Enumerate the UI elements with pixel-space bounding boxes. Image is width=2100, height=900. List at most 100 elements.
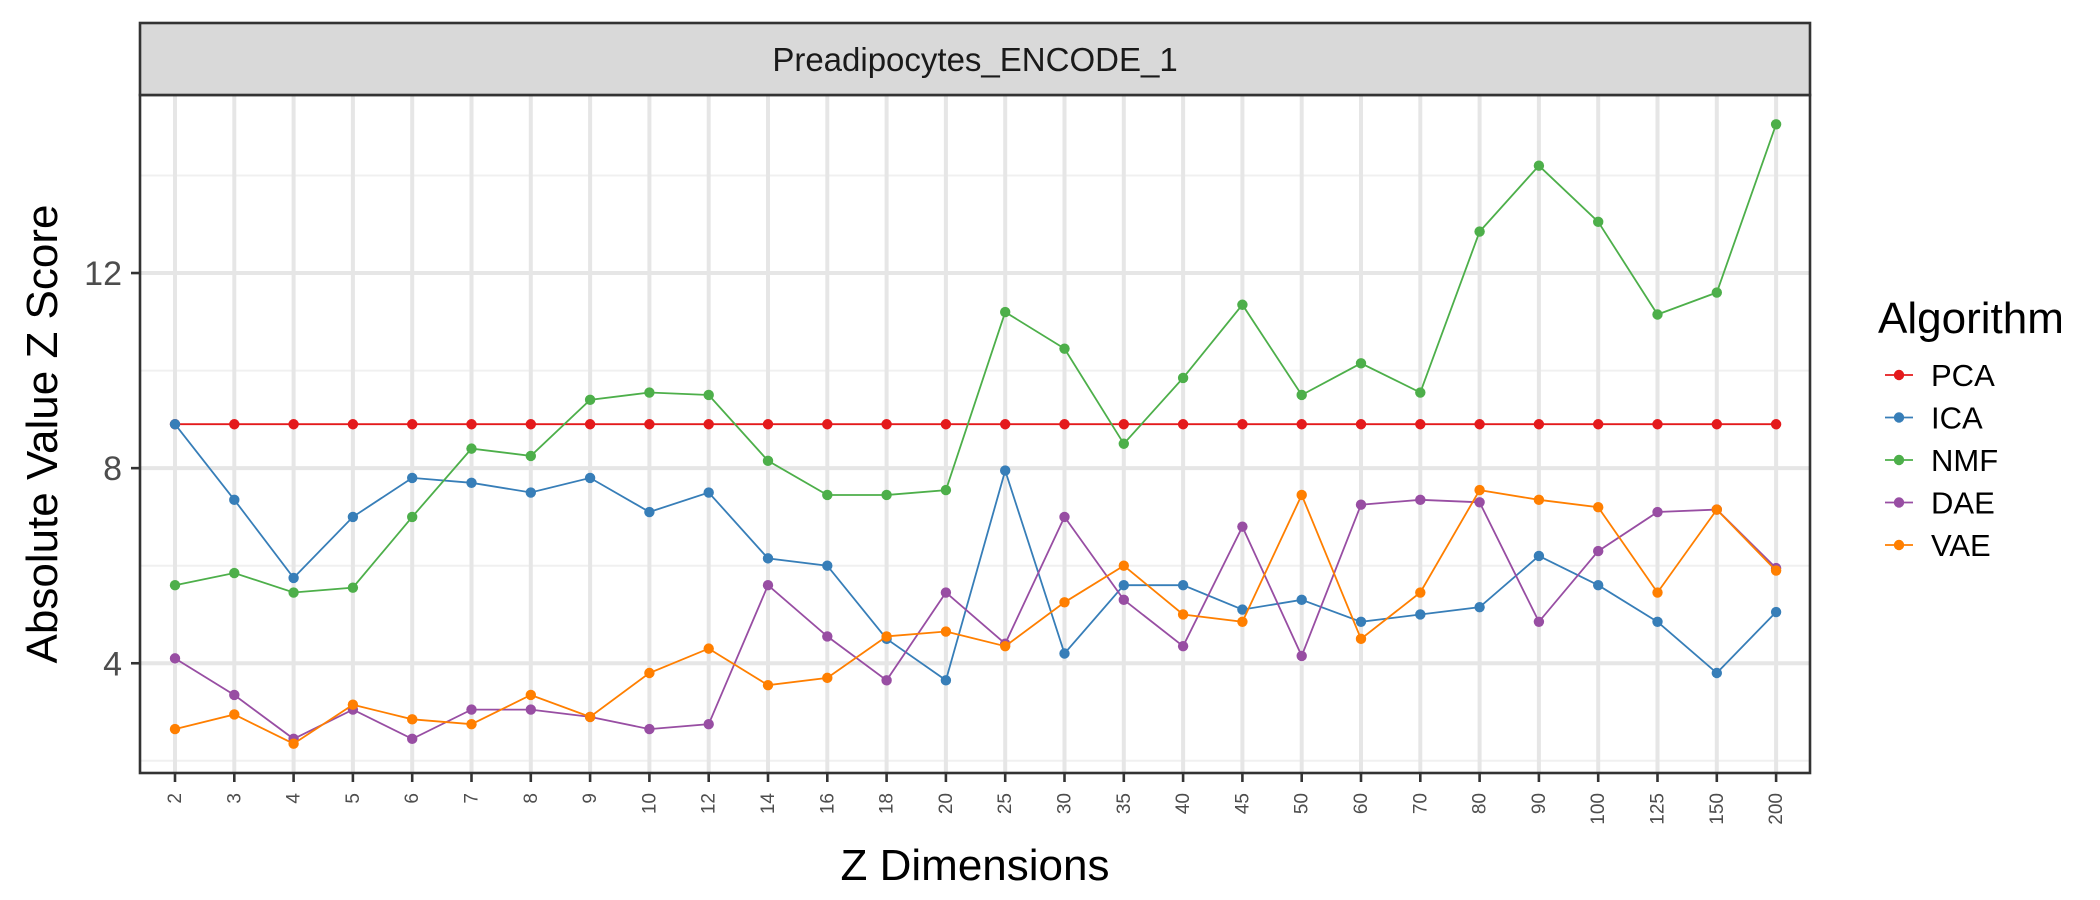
data-point <box>347 419 359 430</box>
series-ica <box>169 419 1782 686</box>
x-tick-label: 16 <box>817 793 838 814</box>
x-tick-label: 18 <box>877 793 898 814</box>
data-point <box>1237 616 1248 627</box>
data-point <box>762 553 774 564</box>
data-point <box>1711 504 1723 515</box>
data-point <box>1118 438 1130 449</box>
data-point <box>288 572 299 584</box>
data-point <box>1177 640 1189 652</box>
data-point <box>169 723 181 735</box>
data-point <box>1237 299 1248 310</box>
data-point <box>822 489 833 501</box>
series-nmf <box>169 119 1782 598</box>
data-point <box>822 672 833 684</box>
data-point <box>881 489 892 501</box>
data-point <box>644 419 655 430</box>
legend-item-dae: DAE <box>1885 486 1995 521</box>
data-point <box>1652 309 1663 320</box>
facet-title: Preadipocytes_ENCODE_1 <box>772 41 1177 78</box>
series-dae <box>169 494 1782 745</box>
data-point <box>407 714 418 725</box>
x-tick-label: 7 <box>462 793 483 804</box>
data-point <box>703 643 714 654</box>
data-point <box>288 419 299 430</box>
data-point <box>762 580 774 591</box>
data-point <box>1296 650 1307 662</box>
series-line-nmf <box>174 124 1777 594</box>
data-point <box>1474 419 1485 430</box>
data-point <box>1593 419 1604 430</box>
data-point <box>1118 580 1130 591</box>
data-point <box>881 631 892 642</box>
data-point <box>525 704 536 715</box>
data-point <box>347 699 359 710</box>
data-point <box>644 723 655 735</box>
legend-label: PCA <box>1931 358 1995 393</box>
series-vae <box>169 484 1782 749</box>
data-point <box>1711 667 1723 679</box>
data-point <box>762 419 774 430</box>
data-point <box>407 472 418 484</box>
data-point <box>466 419 477 430</box>
data-point <box>1000 306 1011 318</box>
x-tick-label: 100 <box>1588 793 1609 825</box>
data-point <box>1533 419 1545 430</box>
x-tick-label: 5 <box>343 793 364 804</box>
data-point <box>1059 597 1070 608</box>
data-point <box>1355 358 1367 369</box>
data-point <box>169 419 181 430</box>
data-point <box>1474 497 1485 508</box>
x-tick-label: 50 <box>1292 793 1313 814</box>
facet-strip-background <box>138 21 1812 97</box>
x-tick-label: 150 <box>1707 793 1728 825</box>
data-point <box>1652 587 1663 598</box>
data-point <box>584 711 596 723</box>
series-line-dae <box>174 498 1777 740</box>
data-point <box>169 580 181 591</box>
data-point <box>1237 521 1248 532</box>
x-axis: 2 3 4 5 6 7 8 9 10 12 14 16 18 20 25 30 35 40 45 50 60 70 80 90… <box>165 773 1787 825</box>
data-point <box>525 689 536 701</box>
x-tick-label: 80 <box>1470 793 1491 814</box>
x-tick-label: 10 <box>639 793 660 814</box>
data-point <box>1296 389 1307 401</box>
data-point <box>1593 545 1604 557</box>
data-point <box>1296 594 1307 606</box>
data-point <box>169 653 181 664</box>
legend-key-point <box>1893 539 1905 551</box>
data-point <box>407 511 418 523</box>
data-point <box>584 472 596 484</box>
legend-label: NMF <box>1931 443 1998 478</box>
x-tick-label: 3 <box>224 793 245 804</box>
x-tick-label: 70 <box>1410 793 1431 814</box>
data-point <box>1533 550 1545 562</box>
x-tick-label: 20 <box>936 793 957 814</box>
legend-label: ICA <box>1931 401 1983 436</box>
series-line-vae <box>174 489 1777 745</box>
data-point <box>703 719 714 730</box>
x-tick-label: 25 <box>995 793 1016 814</box>
data-point <box>288 587 299 598</box>
x-tick-label: 90 <box>1529 793 1550 814</box>
y-tick-label: 12 <box>84 255 122 293</box>
data-point <box>1000 465 1011 476</box>
data-point <box>703 487 714 498</box>
data-point <box>1355 633 1367 645</box>
data-point <box>762 680 774 691</box>
data-point <box>407 419 418 430</box>
data-point <box>1118 560 1130 571</box>
data-point <box>1652 506 1663 518</box>
legend-key-point <box>1893 412 1905 423</box>
data-point <box>1118 419 1130 430</box>
data-point <box>1415 387 1426 398</box>
data-point <box>525 419 536 430</box>
data-point <box>940 587 952 598</box>
x-tick-label: 8 <box>521 793 542 804</box>
x-tick-label: 14 <box>758 793 779 815</box>
legend-item-vae: VAE <box>1885 528 1991 563</box>
data-point <box>1177 419 1189 430</box>
legend-item-pca: PCA <box>1885 358 1995 393</box>
data-point <box>1415 494 1426 506</box>
data-point <box>1593 501 1604 513</box>
data-point <box>1296 489 1307 501</box>
